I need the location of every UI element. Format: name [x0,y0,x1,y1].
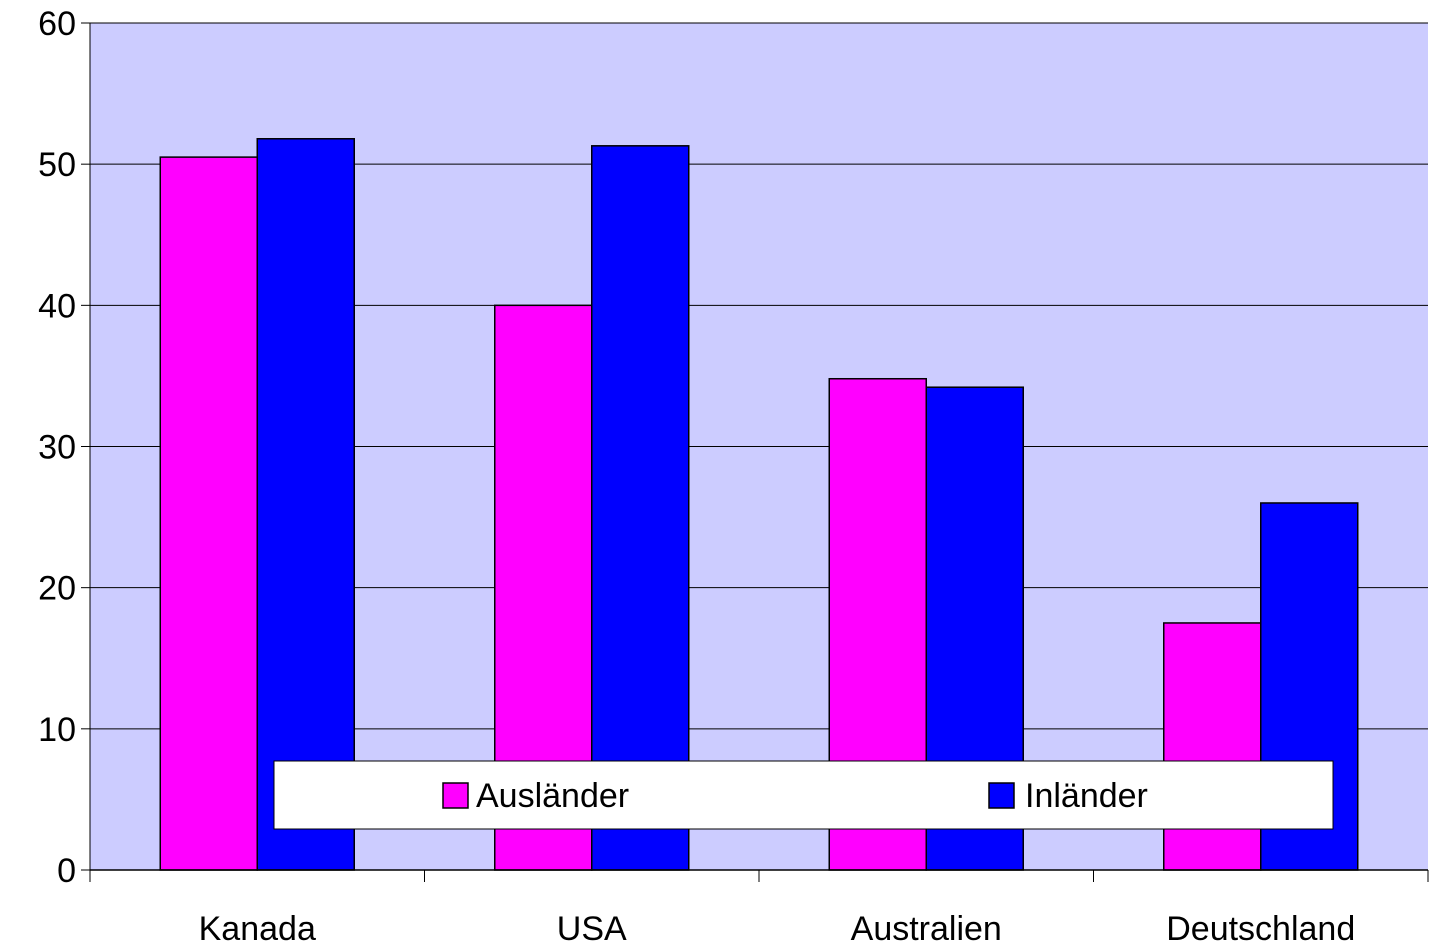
bar-kanada-auslaender [159,156,258,871]
x-tick-label: Australien [851,910,1002,947]
y-tick-label: 30 [38,429,76,467]
y-tick-label: 40 [38,287,76,325]
bar-deutschland-auslaender [1163,622,1262,871]
x-tick-label: USA [557,910,627,947]
axes: 0 10 20 30 40 50 60 Kanada USA Australien Deutschl… [38,5,1429,947]
legend-swatch [988,782,1015,809]
legend-label: Inländer [1025,777,1148,815]
legend-box [273,760,1334,830]
legend-label: Ausländer [476,777,629,815]
y-tick-label: 0 [57,852,76,890]
x-tick-label: Kanada [199,910,316,947]
legend: Ausländer Inländer [273,760,1334,830]
y-tick-label: 20 [38,570,76,608]
legend-swatch [442,782,469,809]
y-tick-label: 10 [38,711,76,749]
x-tick-label: Deutschland [1166,910,1355,947]
bar-kanada-inlaender [256,138,355,871]
y-tick-label: 60 [38,5,76,43]
y-tick-label: 50 [38,146,76,184]
